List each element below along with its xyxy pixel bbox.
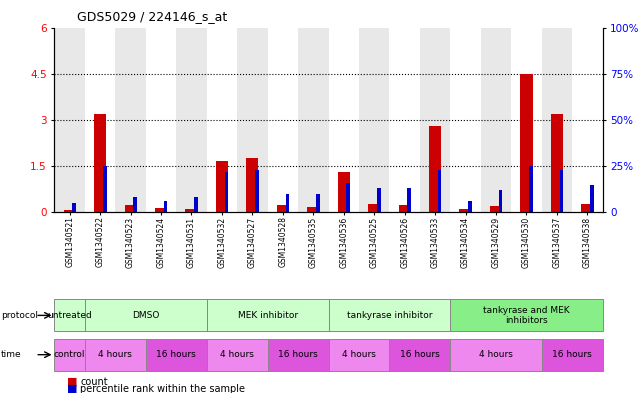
Bar — [377, 188, 381, 212]
Bar — [216, 162, 228, 212]
Bar — [206, 28, 237, 212]
Text: 16 hours: 16 hours — [278, 350, 318, 359]
Bar — [389, 339, 450, 371]
Bar — [590, 185, 594, 212]
Text: count: count — [80, 377, 108, 387]
Bar — [481, 28, 511, 212]
Bar — [206, 339, 268, 371]
Bar — [450, 339, 542, 371]
Bar — [54, 299, 85, 331]
Bar — [255, 170, 259, 212]
Bar — [124, 204, 137, 212]
Bar — [581, 204, 594, 212]
Bar — [359, 28, 389, 212]
Bar — [103, 166, 106, 212]
Text: ■: ■ — [67, 377, 78, 387]
Bar — [185, 209, 197, 212]
Bar — [115, 28, 146, 212]
Bar — [286, 194, 289, 212]
Bar — [551, 114, 563, 212]
Text: GDS5029 / 224146_s_at: GDS5029 / 224146_s_at — [77, 10, 227, 23]
Text: 16 hours: 16 hours — [400, 350, 440, 359]
Bar — [347, 183, 350, 212]
Bar — [408, 188, 411, 212]
Text: tankyrase inhibitor: tankyrase inhibitor — [347, 311, 432, 320]
Bar — [368, 204, 380, 212]
Bar — [316, 194, 320, 212]
Bar — [206, 299, 328, 331]
Bar — [389, 28, 420, 212]
Bar — [85, 28, 115, 212]
Bar — [490, 206, 502, 212]
Text: ■: ■ — [67, 384, 78, 393]
Bar — [328, 28, 359, 212]
Bar — [225, 172, 228, 212]
Bar — [572, 28, 603, 212]
Bar — [298, 28, 328, 212]
Bar — [85, 339, 146, 371]
Bar — [542, 339, 603, 371]
Bar — [450, 28, 481, 212]
Text: 4 hours: 4 hours — [342, 350, 376, 359]
Text: percentile rank within the sample: percentile rank within the sample — [80, 384, 245, 393]
Bar — [450, 299, 603, 331]
Bar — [155, 208, 167, 212]
Bar — [54, 339, 85, 371]
Bar — [63, 210, 76, 212]
Text: 16 hours: 16 hours — [552, 350, 592, 359]
Text: 4 hours: 4 hours — [221, 350, 254, 359]
Bar — [499, 190, 503, 212]
Bar — [338, 172, 350, 212]
Bar — [529, 166, 533, 212]
Bar — [146, 339, 206, 371]
Bar — [399, 204, 411, 212]
Text: time: time — [1, 350, 21, 359]
Bar — [277, 206, 289, 212]
Bar — [328, 299, 450, 331]
Bar — [307, 207, 319, 212]
Text: DMSO: DMSO — [132, 311, 160, 320]
Text: MEK inhibitor: MEK inhibitor — [238, 311, 297, 320]
Bar — [438, 170, 442, 212]
Bar — [72, 203, 76, 212]
Text: untreated: untreated — [47, 311, 92, 320]
Bar — [54, 28, 85, 212]
Bar — [542, 28, 572, 212]
Text: tankyrase and MEK
inhibitors: tankyrase and MEK inhibitors — [483, 306, 570, 325]
Bar — [237, 28, 268, 212]
Bar — [85, 299, 206, 331]
Bar — [164, 201, 167, 212]
Bar — [420, 28, 450, 212]
Bar — [146, 28, 176, 212]
Text: protocol: protocol — [1, 311, 38, 320]
Bar — [520, 74, 533, 212]
Text: 4 hours: 4 hours — [479, 350, 513, 359]
Bar — [469, 201, 472, 212]
Bar — [133, 197, 137, 212]
Bar — [328, 339, 389, 371]
Text: 16 hours: 16 hours — [156, 350, 196, 359]
Bar — [176, 28, 206, 212]
Bar — [460, 209, 472, 212]
Text: 4 hours: 4 hours — [99, 350, 132, 359]
Bar — [560, 170, 563, 212]
Text: control: control — [54, 350, 85, 359]
Bar — [267, 28, 298, 212]
Bar — [246, 158, 258, 212]
Bar — [511, 28, 542, 212]
Bar — [94, 114, 106, 212]
Bar — [267, 339, 328, 371]
Bar — [429, 126, 441, 212]
Bar — [194, 197, 198, 212]
